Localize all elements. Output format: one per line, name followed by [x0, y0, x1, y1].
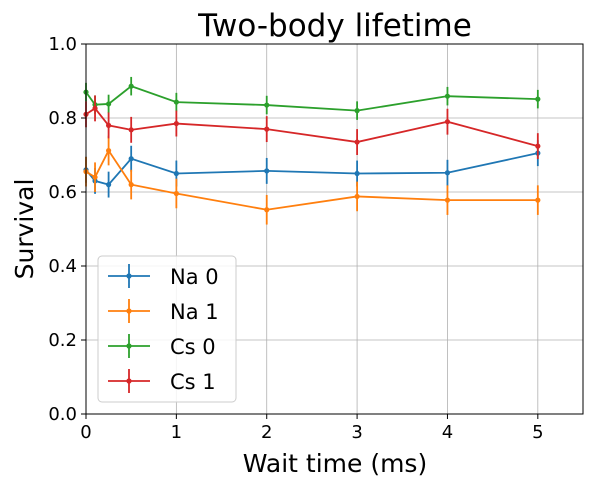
series-na-1 [83, 135, 541, 225]
y-axis-label: Survival [10, 179, 39, 280]
y-tick-label: 0.8 [48, 108, 77, 129]
series-line [85, 85, 538, 112]
x-tick-label: 4 [442, 422, 453, 443]
legend-label: Na 0 [170, 265, 219, 289]
legend-swatch-marker [126, 273, 132, 279]
legend-label: Cs 0 [170, 335, 216, 359]
data-point [444, 93, 451, 99]
x-tick-label: 2 [261, 422, 272, 443]
legend-item: Cs 0 [108, 334, 216, 359]
legend-swatch-marker [126, 343, 132, 349]
data-point [105, 122, 112, 128]
y-tick-label: 0.4 [48, 256, 77, 277]
legend-box [97, 255, 237, 403]
plot-frame [85, 43, 584, 415]
data-point [173, 190, 179, 197]
data-point [535, 96, 541, 102]
x-tick-label: 5 [532, 422, 543, 443]
data-point [354, 108, 360, 114]
y-tick-label: 0.0 [48, 404, 77, 425]
series-line [85, 107, 539, 147]
legend: Na 0 Na 1 Cs 0 Cs 1 [97, 255, 237, 403]
data-point [535, 143, 541, 149]
data-point [92, 174, 98, 180]
legend-item: Na 1 [108, 299, 219, 324]
data-point [264, 207, 270, 213]
y-tick-label: 1.0 [48, 34, 77, 55]
data-point [128, 156, 134, 162]
x-tick-label: 0 [80, 422, 91, 443]
data-point [354, 139, 360, 145]
data-point [264, 126, 270, 132]
legend-label: Na 1 [170, 300, 219, 324]
series-layer [83, 76, 541, 225]
legend-swatch-marker [126, 308, 132, 314]
data-point [173, 99, 179, 105]
legend-item: Na 0 [108, 264, 219, 289]
data-point [444, 119, 451, 125]
legend-item: Cs 1 [108, 369, 216, 394]
series-line [85, 152, 539, 186]
legend-label: Cs 1 [170, 370, 216, 394]
data-point [105, 101, 112, 107]
data-point [105, 147, 112, 154]
data-point [105, 182, 112, 188]
data-point [264, 168, 270, 174]
data-point [535, 197, 541, 203]
data-point [173, 170, 179, 177]
y-tick-label: 0.6 [48, 182, 77, 203]
data-point [128, 83, 134, 89]
x-axis-label: Wait time (ms) [243, 449, 427, 478]
legend-swatch-marker [126, 378, 132, 384]
data-point [128, 127, 134, 133]
y-tick-label: 0.2 [48, 330, 77, 351]
series-cs-1 [83, 95, 541, 160]
axes-layer: 0 1 2 3 4 5 0.0 0.2 0.4 0.6 0.8 1.0 [48, 34, 584, 443]
data-point [264, 102, 270, 108]
series-line [85, 148, 538, 211]
chart-title: Two-body lifetime [197, 8, 472, 44]
x-tick-label: 1 [171, 422, 182, 443]
data-point [444, 197, 451, 203]
data-point [444, 170, 451, 176]
data-point [354, 193, 360, 200]
data-point [92, 105, 98, 111]
data-point [354, 170, 360, 177]
x-tick-label: 3 [351, 422, 362, 443]
data-point [173, 120, 179, 127]
series-cs-0 [83, 76, 541, 120]
data-point [128, 182, 134, 188]
